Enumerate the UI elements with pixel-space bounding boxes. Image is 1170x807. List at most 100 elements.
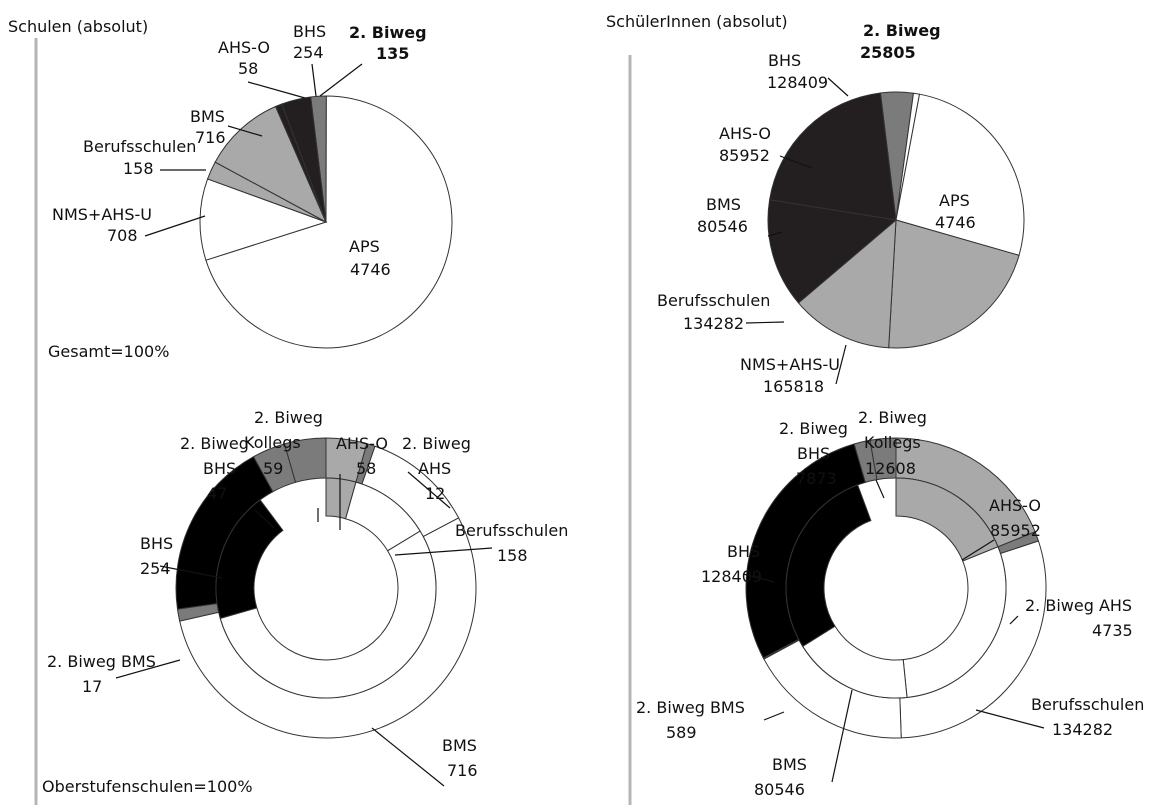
data-label: APS 4746: [349, 237, 391, 279]
label-value: 4746: [935, 213, 976, 232]
label-value: 17: [82, 677, 102, 696]
data-label: 2. Biweg BMS 17: [47, 652, 156, 696]
label-name: 2. Biweg AHS: [1025, 596, 1132, 615]
leader-line: [875, 479, 885, 499]
leader-line: [254, 509, 275, 529]
label-value: 80546: [697, 217, 748, 236]
label-name: Berufsschulen: [83, 137, 196, 156]
label-name: Berufsschulen: [455, 521, 568, 540]
leader-line: [975, 709, 1045, 729]
label-name: BMS: [442, 736, 477, 755]
label-name: BHS: [727, 542, 760, 561]
label-name: BHS: [293, 22, 326, 41]
leader-line: [767, 231, 783, 237]
pie-slice: [895, 93, 1025, 256]
label-value: 7873: [796, 469, 837, 488]
donut-inner-segment: [219, 530, 437, 699]
label-value: 59: [263, 459, 283, 478]
label-name: 2. Biweg BMS: [636, 698, 745, 717]
label-name: 2. Biweg BMS: [47, 652, 156, 671]
label-name: BMS: [706, 195, 741, 214]
data-label: 2. Biweg BHS 47: [180, 434, 249, 503]
chart-title-schulen: Schulen (absolut): [8, 17, 148, 36]
label-name: 2. Biweg: [254, 408, 323, 427]
data-label: BHS 254: [293, 22, 326, 62]
label-value: 4746: [350, 260, 391, 279]
chart-title-schuelerinnen: SchülerInnen (absolut): [606, 12, 788, 31]
data-label: BMS 716: [442, 736, 478, 780]
label-name: BHS: [140, 534, 173, 553]
label-name: APS: [939, 191, 970, 210]
label-name: BHS: [797, 444, 830, 463]
data-label: Berufsschulen 134282: [657, 291, 770, 333]
label-name: BMS: [772, 755, 807, 774]
label-value: 128409: [767, 73, 828, 92]
pie-slice: [281, 96, 327, 223]
leader-line: [311, 63, 317, 97]
donut-inner-segment: [785, 484, 872, 648]
donut-outer-segment: [283, 437, 327, 483]
label-name: Kollegs: [864, 433, 921, 452]
data-label: BMS 716: [190, 107, 226, 147]
label-name: AHS-O: [336, 434, 388, 453]
data-label: AHS-O 58: [336, 434, 388, 478]
data-label: Berufsschulen 158: [83, 137, 196, 178]
label-name: BHS: [203, 459, 236, 478]
label-value: 165818: [763, 377, 824, 396]
leader-line: [831, 689, 853, 783]
pie-slice: [767, 199, 898, 304]
label-value: 134282: [1052, 720, 1113, 739]
label-name: BMS: [190, 107, 225, 126]
label-name: Berufsschulen: [657, 291, 770, 310]
data-label: 2. Biweg 135: [349, 23, 427, 63]
leader-line: [159, 565, 223, 579]
data-label: 2. Biweg AHS 4735: [1025, 596, 1133, 640]
data-label: AHS-O 85952: [989, 496, 1041, 540]
data-label: Berufsschulen 158: [455, 521, 568, 565]
label-name: BHS: [768, 51, 801, 70]
leader-line: [961, 539, 995, 561]
leader-line: [763, 711, 785, 721]
leader-line: [835, 344, 847, 385]
label-value: 128409: [701, 567, 762, 586]
data-label: 2. Biweg Kollegs 59: [244, 408, 323, 478]
leader-line: [247, 81, 306, 99]
data-label: 2. Biweg 25805: [860, 21, 941, 62]
pie-slice: [769, 92, 897, 221]
data-label: BMS 80546: [754, 755, 807, 799]
label-value: 134282: [683, 314, 744, 333]
leader-line: [779, 155, 813, 169]
leader-line: [371, 727, 445, 787]
label-value: 716: [195, 128, 226, 147]
data-label: BHS 128409: [767, 51, 828, 92]
label-name: 2. Biweg: [863, 21, 941, 40]
data-label: APS 4746: [935, 191, 976, 232]
pie-slice: [797, 218, 897, 349]
label-name: NMS+AHS-U: [52, 205, 152, 224]
data-label: AHS-O 85952: [719, 124, 771, 165]
label-value: 12608: [865, 459, 916, 478]
data-label: 2. Biweg BMS 589: [636, 698, 745, 742]
leader-line: [827, 77, 849, 97]
label-name: 2. Biweg: [180, 434, 249, 453]
data-label: AHS-O 58: [218, 38, 270, 78]
leader-line: [394, 547, 493, 556]
label-value: 158: [497, 546, 528, 565]
data-label: 2. Biweg BHS 7873: [779, 419, 848, 488]
data-label: Berufsschulen 134282: [1031, 695, 1144, 739]
donut-inner-segment: [902, 546, 1007, 698]
label-value: 254: [140, 559, 171, 578]
label-value: 58: [238, 59, 258, 78]
chart-shapes: [175, 91, 1047, 739]
leader-line: [115, 659, 181, 679]
label-value: 4735: [1092, 621, 1133, 640]
label-name: 2. Biweg: [402, 434, 471, 453]
pie-slice: [888, 219, 1020, 349]
label-name: AHS: [418, 459, 451, 478]
label-value: 716: [447, 761, 478, 780]
donut-inner-segment: [215, 499, 284, 619]
label-value: 25805: [860, 43, 916, 62]
leader-line: [319, 63, 363, 97]
label-value: 80546: [754, 780, 805, 799]
